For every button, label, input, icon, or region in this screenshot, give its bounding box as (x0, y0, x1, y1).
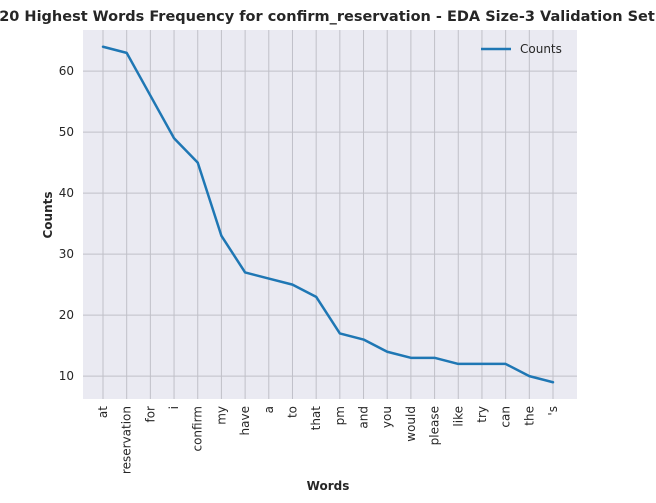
x-tick-label: that (309, 406, 323, 431)
y-tick-label: 50 (59, 125, 74, 139)
x-axis-ticks: at reservation for i confirm my have a to that pm a… (96, 406, 560, 474)
x-tick-label: would (404, 406, 418, 442)
y-tick-label: 20 (59, 308, 74, 322)
x-tick-label: can (499, 406, 513, 428)
x-tick-label: for (143, 406, 157, 423)
y-axis-label: Counts (41, 191, 55, 238)
x-tick-label: and (357, 406, 371, 429)
legend: Counts (481, 42, 562, 56)
x-tick-label: please (428, 406, 442, 445)
y-tick-label: 60 (59, 64, 74, 78)
plot-area (83, 30, 577, 399)
series-line-counts (101, 45, 555, 384)
y-axis-ticks: 10 20 30 40 50 60 (59, 64, 74, 383)
series-group (101, 45, 555, 384)
chart-title: 20 Highest Words Frequency for confirm_r… (0, 9, 655, 25)
y-tick-label: 40 (59, 186, 74, 200)
x-tick-label: you (380, 406, 394, 428)
legend-label: Counts (520, 42, 562, 56)
x-tick-label: 's (546, 406, 560, 416)
x-tick-label: the (522, 406, 536, 426)
x-tick-label: pm (333, 406, 347, 425)
x-tick-label: to (285, 406, 299, 418)
y-tick-label: 10 (59, 369, 74, 383)
y-tick-label: 30 (59, 247, 74, 261)
x-axis-label: Words (307, 479, 350, 493)
x-tick-label: have (238, 406, 252, 435)
x-tick-label: at (96, 406, 110, 418)
x-tick-label: like (451, 406, 465, 427)
x-tick-label: reservation (120, 406, 134, 474)
x-tick-label: my (214, 406, 228, 425)
x-tick-label: i (167, 406, 181, 409)
grid-lines (83, 30, 577, 399)
x-tick-label: try (475, 406, 489, 423)
x-tick-label: a (262, 406, 276, 413)
x-tick-label: confirm (191, 406, 205, 452)
